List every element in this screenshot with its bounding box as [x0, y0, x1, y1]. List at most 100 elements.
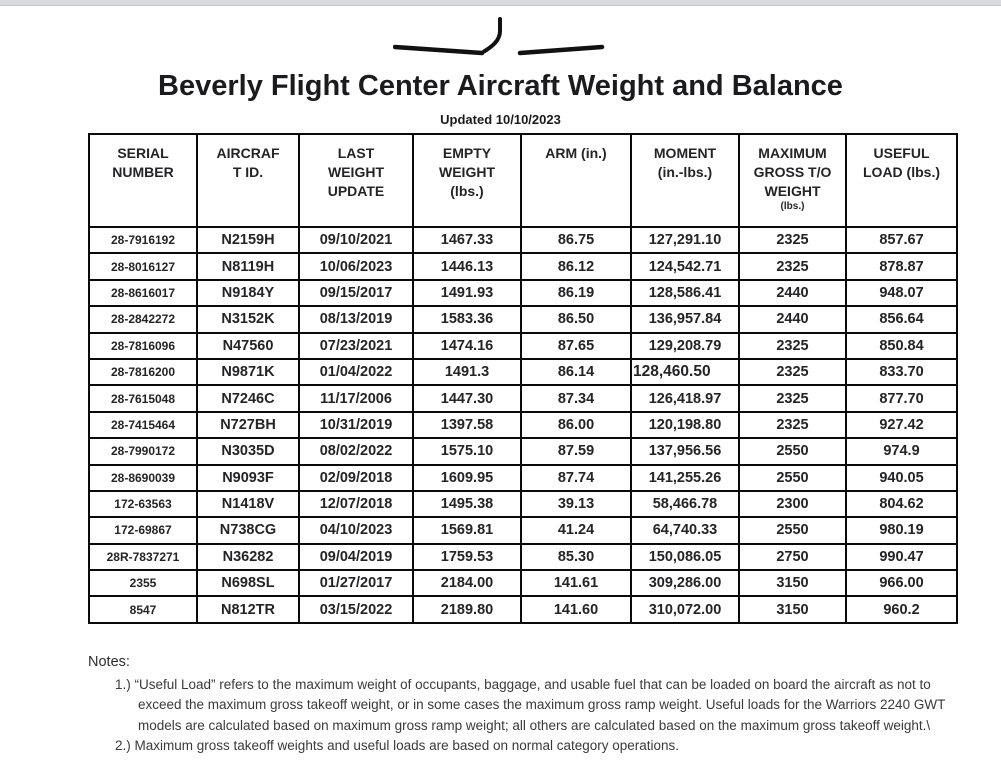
- cell-useful-load: 878.87: [845, 252, 958, 281]
- cell-moment: 58,466.78: [630, 489, 740, 519]
- column-header-max-gross-to-weight: MAXIMUM GROSS T/O WEIGHT (lbs.): [738, 133, 847, 228]
- cell-aircraft-id: N8119H: [196, 252, 300, 281]
- cell-arm: 41.24: [520, 516, 632, 545]
- table-row: 28-8616017 N9184Y 09/15/2017 1491.93 86.19 12…: [88, 278, 958, 308]
- cell-last-weight-update: 04/10/2023: [298, 516, 414, 545]
- cell-serial-number: 172-63563: [88, 489, 198, 519]
- cell-last-weight-update: 02/09/2018: [298, 463, 414, 492]
- table-row: 28-7615048 N7246C 11/17/2006 1447.30 87.34 12…: [88, 384, 958, 413]
- cell-serial-number: 28-8616017: [88, 278, 198, 308]
- cell-serial-number: 28-7990172: [88, 437, 198, 466]
- cell-last-weight-update: 10/06/2023: [298, 252, 414, 281]
- cell-serial-number: 28-8690039: [88, 463, 198, 492]
- cell-max-gross-to-weight: 2750: [738, 542, 847, 572]
- table-row: 28-2842272 N3152K 08/13/2019 1583.36 86.50 13…: [88, 305, 958, 334]
- cell-useful-load: 856.64: [845, 305, 958, 334]
- column-header-useful-load: USEFUL LOAD (lbs.): [845, 133, 958, 228]
- cell-max-gross-to-weight: 2440: [738, 305, 847, 334]
- cell-empty-weight: 1583.36: [412, 305, 522, 334]
- table-row: 8547 N812TR 03/15/2022 2189.80 141.60 310,072…: [88, 595, 958, 624]
- cell-last-weight-update: 09/15/2017: [298, 278, 414, 308]
- weight-balance-table: SERIAL NUMBER AIRCRAF T ID. LAST WEIGHT UPDATE…: [88, 133, 958, 624]
- page-title: Beverly Flight Center Aircraft Weight an…: [158, 70, 843, 102]
- cell-aircraft-id: N9871K: [196, 357, 300, 387]
- table-row: 28-7415464 N727BH 10/31/2019 1397.58 86.00 12…: [88, 410, 958, 440]
- cell-empty-weight: 2184.00: [412, 569, 522, 598]
- cell-arm: 85.30: [520, 542, 632, 572]
- cell-serial-number: 28-7415464: [88, 410, 198, 440]
- cell-serial-number: 28-8016127: [88, 252, 198, 281]
- cell-max-gross-to-weight: 2300: [738, 489, 847, 519]
- table-row: 172-69867 N738CG 04/10/2023 1569.81 41.24 64,…: [88, 516, 958, 545]
- cell-useful-load: 966.00: [845, 569, 958, 598]
- table-header-row: SERIAL NUMBER AIRCRAF T ID. LAST WEIGHT UPDATE…: [88, 133, 958, 228]
- cell-moment: 141,255.26: [630, 463, 740, 492]
- cell-useful-load: 960.2: [845, 595, 958, 624]
- table-row: 2355 N698SL 01/27/2017 2184.00 141.61 309,286…: [88, 569, 958, 598]
- notes-section: Notes: 1.) “Useful Load” refers to the m…: [88, 652, 972, 757]
- cell-useful-load: 980.19: [845, 516, 958, 545]
- cell-useful-load: 948.07: [845, 278, 958, 308]
- cell-last-weight-update: 08/02/2022: [298, 437, 414, 466]
- cell-aircraft-id: N2159H: [196, 225, 300, 255]
- cell-useful-load: 850.84: [845, 331, 958, 360]
- cell-aircraft-id: N1418V: [196, 489, 300, 519]
- cell-last-weight-update: 01/27/2017: [298, 569, 414, 598]
- cell-aircraft-id: N47560: [196, 331, 300, 360]
- cell-arm: 86.19: [520, 278, 632, 308]
- cell-max-gross-to-weight: 2325: [738, 225, 847, 255]
- table-row: 28R-7837271 N36282 09/04/2019 1759.53 85.30 1…: [88, 542, 958, 572]
- cell-useful-load: 804.62: [845, 489, 958, 519]
- cell-aircraft-id: N3035D: [196, 437, 300, 466]
- cell-last-weight-update: 10/31/2019: [298, 410, 414, 440]
- cell-max-gross-to-weight: 2550: [738, 516, 847, 545]
- cell-aircraft-id: N738CG: [196, 516, 300, 545]
- cell-max-gross-to-weight: 2550: [738, 463, 847, 492]
- cell-last-weight-update: 01/04/2022: [298, 357, 414, 387]
- cell-useful-load: 927.42: [845, 410, 958, 440]
- cell-empty-weight: 2189.80: [412, 595, 522, 624]
- table-body: 28-7916192 N2159H 09/10/2021 1467.33 86.75 12…: [88, 225, 958, 624]
- column-header-moment: MOMENT (in.-lbs.): [630, 133, 740, 228]
- updated-date: Updated 10/10/2023: [440, 112, 561, 127]
- cell-arm: 86.14: [520, 357, 632, 387]
- cell-arm: 39.13: [520, 489, 632, 519]
- cell-moment: 126,418.97: [630, 384, 740, 413]
- cell-arm: 86.50: [520, 305, 632, 334]
- cell-useful-load: 833.70: [845, 357, 958, 387]
- cell-serial-number: 172-69867: [88, 516, 198, 545]
- column-header-serial-number: SERIAL NUMBER: [88, 133, 198, 228]
- column-header-last-weight-update: LAST WEIGHT UPDATE: [298, 133, 414, 228]
- notes-label: Notes:: [88, 654, 130, 670]
- notes-list: 1.) “Useful Load” refers to the maximum …: [88, 675, 972, 757]
- cell-arm: 141.60: [520, 595, 632, 624]
- table-row: 28-7816096 N47560 07/23/2021 1474.16 87.65 12…: [88, 331, 958, 360]
- cell-moment: 124,542.71: [630, 252, 740, 281]
- cell-max-gross-to-weight: 2325: [738, 357, 847, 387]
- cell-last-weight-update: 07/23/2021: [298, 331, 414, 360]
- cell-moment: 150,086.05: [630, 542, 740, 572]
- cell-max-gross-to-weight: 2325: [738, 331, 847, 360]
- cell-arm: 87.34: [520, 384, 632, 413]
- cell-last-weight-update: 03/15/2022: [298, 595, 414, 624]
- cell-moment: 136,957.84: [630, 305, 740, 334]
- cell-aircraft-id: N9093F: [196, 463, 300, 492]
- cell-useful-load: 877.70: [845, 384, 958, 413]
- cell-aircraft-id: N727BH: [196, 410, 300, 440]
- cell-aircraft-id: N812TR: [196, 595, 300, 624]
- note-item: 2.) Maximum gross takeoff weights and us…: [115, 738, 680, 753]
- cell-arm: 87.65: [520, 331, 632, 360]
- cell-max-gross-to-weight: 2440: [738, 278, 847, 308]
- cell-useful-load: 857.67: [845, 225, 958, 255]
- cell-serial-number: 2355: [88, 569, 198, 598]
- cell-max-gross-to-weight: 2325: [738, 410, 847, 440]
- cell-aircraft-id: N3152K: [196, 305, 300, 334]
- cell-empty-weight: 1467.33: [412, 225, 522, 255]
- cell-moment: 128,460.50: [630, 357, 740, 387]
- column-header-aircraft-id: AIRCRAF T ID.: [196, 133, 300, 228]
- cell-arm: 86.00: [520, 410, 632, 440]
- cell-empty-weight: 1759.53: [412, 542, 522, 572]
- cell-arm: 141.61: [520, 569, 632, 598]
- note-item: 1.) “Useful Load” refers to the maximum …: [115, 676, 946, 733]
